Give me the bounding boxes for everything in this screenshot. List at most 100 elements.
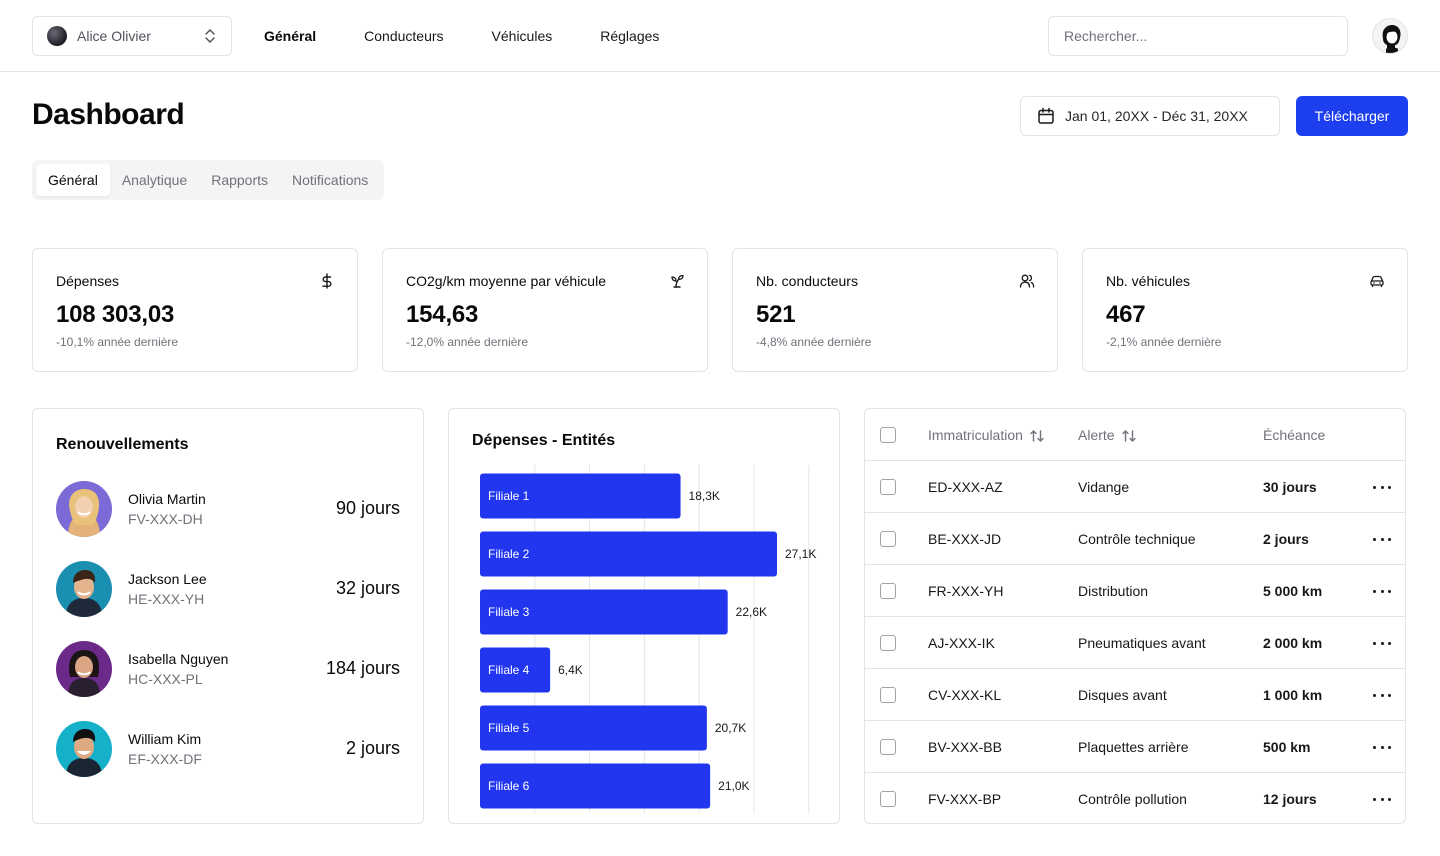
renewals-title: Renouvellements <box>56 436 189 453</box>
tab-general[interactable]: Général <box>36 164 110 196</box>
car-icon <box>1370 275 1384 288</box>
row-actions-icon[interactable] <box>1373 583 1391 599</box>
kpi-value: 154,63 <box>406 301 479 328</box>
cell-plate: BE-XXX-JD <box>928 531 1002 547</box>
renewal-plate: HC-XXX-PL <box>128 671 203 687</box>
table-row[interactable]: CV-XXX-KL Disques avant 1 000 km <box>865 669 1405 721</box>
renewal-days: 184 jours <box>325 658 400 678</box>
nav-conducteurs[interactable]: Conducteurs <box>364 28 444 44</box>
renewal-days: 90 jours <box>335 498 400 518</box>
row-checkbox[interactable] <box>880 479 896 495</box>
top-navbar: Alice Olivier Général Conducteurs Véhicu… <box>0 0 1440 72</box>
kpi-value: 521 <box>756 301 796 328</box>
renewal-item[interactable]: Isabella Nguyen HC-XXX-PL 184 jours <box>56 641 400 697</box>
avatar-icon <box>56 641 112 697</box>
table-row[interactable]: FV-XXX-BP Contrôle pollution 12 jours <box>865 773 1405 825</box>
renewal-plate: EF-XXX-DF <box>128 751 202 767</box>
search-input[interactable] <box>1048 16 1348 56</box>
cell-alert: Plaquettes arrière <box>1078 739 1189 755</box>
chart-bar[interactable] <box>480 705 707 751</box>
chart-bar[interactable] <box>480 647 551 693</box>
row-checkbox[interactable] <box>880 583 896 599</box>
cell-due: 30 jours <box>1263 479 1317 495</box>
chart-category-label: Filiale 6 <box>488 779 530 793</box>
cell-alert: Disques avant <box>1078 687 1167 703</box>
cell-plate: ED-XXX-AZ <box>928 479 1003 495</box>
renewal-item[interactable]: Olivia Martin FV-XXX-DH 90 jours <box>56 481 400 537</box>
chart-bar[interactable] <box>480 473 681 519</box>
renewal-name: Olivia Martin <box>128 491 206 507</box>
table-row[interactable]: AJ-XXX-IK Pneumatiques avant 2 000 km <box>865 617 1405 669</box>
alerts-table: Immatriculation Alerte Échéance ED-XXX-A… <box>864 408 1406 824</box>
renewal-name: Isabella Nguyen <box>128 651 229 667</box>
select-all-checkbox[interactable] <box>880 427 896 443</box>
renewal-item[interactable]: Jackson Lee HE-XXX-YH 32 jours <box>56 561 400 617</box>
table-header: Immatriculation Alerte Échéance <box>865 409 1405 461</box>
kpi-title: CO2g/km moyenne par véhicule <box>406 273 606 289</box>
cell-alert: Pneumatiques avant <box>1078 635 1206 651</box>
chart-value-label: 22,6K <box>736 605 767 619</box>
column-header-echeance[interactable]: Échéance <box>1263 427 1326 443</box>
renewal-item[interactable]: William Kim EF-XXX-DF 2 jours <box>56 721 400 777</box>
cell-due: 2 jours <box>1263 531 1309 547</box>
user-avatar-icon <box>1382 25 1401 53</box>
renewal-plate: HE-XXX-YH <box>128 591 205 607</box>
chart-value-label: 21,0K <box>718 779 749 793</box>
chart-category-label: Filiale 1 <box>488 489 530 503</box>
row-checkbox[interactable] <box>880 791 896 807</box>
kpi-title: Nb. véhicules <box>1106 273 1191 289</box>
chart-bar[interactable] <box>480 531 777 577</box>
tab-bar: Général Analytique Rapports Notification… <box>32 160 385 200</box>
main-nav: Général Conducteurs Véhicules Réglages <box>264 0 659 72</box>
row-actions-icon[interactable] <box>1373 791 1391 807</box>
row-checkbox[interactable] <box>880 531 896 547</box>
user-avatar[interactable] <box>1372 18 1408 54</box>
chart-panel: Dépenses - Entités Filiale 1 18,3K Filiale… <box>448 408 840 824</box>
chart-value-label: 20,7K <box>715 721 746 735</box>
column-header-immatriculation[interactable]: Immatriculation <box>928 409 1045 461</box>
row-checkbox[interactable] <box>880 687 896 703</box>
sort-arrows-icon[interactable] <box>1121 428 1137 444</box>
download-button[interactable]: Télécharger <box>1296 96 1408 136</box>
tab-notifications[interactable]: Notifications <box>292 172 369 188</box>
avatar-icon <box>56 721 112 777</box>
chart-title: Dépenses - Entités <box>472 432 616 449</box>
tab-rapports[interactable]: Rapports <box>211 172 269 188</box>
nav-general[interactable]: Général <box>264 28 317 44</box>
team-name: Alice Olivier <box>77 28 151 44</box>
chart-bar[interactable] <box>480 763 711 809</box>
renewal-days: 32 jours <box>335 578 400 598</box>
column-header-alerte[interactable]: Alerte <box>1078 409 1137 461</box>
cell-due: 1 000 km <box>1263 687 1323 703</box>
nav-vehicules[interactable]: Véhicules <box>491 28 553 44</box>
kpi-value: 108 303,03 <box>56 301 175 328</box>
chart-category-label: Filiale 3 <box>488 605 530 619</box>
table-row[interactable]: ED-XXX-AZ Vidange 30 jours <box>865 461 1405 513</box>
chart-bar[interactable] <box>480 589 728 635</box>
sort-arrows-icon[interactable] <box>1029 428 1045 444</box>
cell-due: 5 000 km <box>1263 583 1323 599</box>
kpi-change: -10,1% année dernière <box>56 335 179 349</box>
table-row[interactable]: BE-XXX-JD Contrôle technique 2 jours <box>865 513 1405 565</box>
row-actions-icon[interactable] <box>1373 635 1391 651</box>
row-actions-icon[interactable] <box>1373 739 1391 755</box>
date-range-picker[interactable]: Jan 01, 20XX - Déc 31, 20XX <box>1020 96 1280 136</box>
renewal-name: William Kim <box>128 731 202 747</box>
row-actions-icon[interactable] <box>1373 531 1391 547</box>
row-actions-icon[interactable] <box>1373 687 1391 703</box>
table-row[interactable]: FR-XXX-YH Distribution 5 000 km <box>865 565 1405 617</box>
nav-reglages[interactable]: Réglages <box>600 28 660 44</box>
row-actions-icon[interactable] <box>1373 479 1391 495</box>
column-label: Immatriculation <box>928 427 1023 443</box>
team-switcher[interactable]: Alice Olivier <box>32 16 232 56</box>
dollar-icon <box>322 273 332 289</box>
sprout-icon <box>671 274 684 288</box>
renewal-plate: FV-XXX-DH <box>128 511 203 527</box>
cell-due: 12 jours <box>1263 791 1317 807</box>
tab-analytique[interactable]: Analytique <box>121 172 188 188</box>
row-checkbox[interactable] <box>880 635 896 651</box>
team-avatar <box>47 26 67 46</box>
cell-plate: AJ-XXX-IK <box>928 635 995 651</box>
row-checkbox[interactable] <box>880 739 896 755</box>
table-row[interactable]: BV-XXX-BB Plaquettes arrière 500 km <box>865 721 1405 773</box>
